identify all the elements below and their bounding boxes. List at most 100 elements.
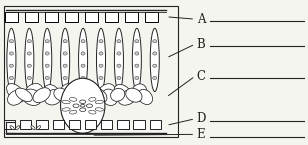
Ellipse shape (80, 85, 97, 101)
Ellipse shape (153, 40, 157, 43)
Bar (85, 120, 96, 129)
Ellipse shape (114, 28, 124, 92)
Ellipse shape (15, 126, 20, 130)
Ellipse shape (62, 100, 70, 104)
Bar (4, 6, 178, 136)
Ellipse shape (45, 76, 49, 80)
Text: D: D (197, 112, 206, 125)
Bar (45, 12, 58, 22)
Ellipse shape (80, 108, 86, 112)
Bar (69, 120, 80, 129)
Text: C: C (197, 70, 206, 83)
Ellipse shape (63, 76, 67, 80)
Ellipse shape (117, 40, 121, 43)
Ellipse shape (81, 52, 85, 55)
Ellipse shape (99, 64, 103, 67)
Ellipse shape (62, 108, 70, 111)
Text: E: E (197, 128, 205, 141)
Ellipse shape (73, 104, 79, 108)
Bar (105, 12, 118, 22)
Ellipse shape (95, 108, 103, 111)
Ellipse shape (8, 90, 24, 105)
Ellipse shape (9, 76, 14, 80)
Ellipse shape (102, 89, 118, 106)
Ellipse shape (43, 28, 52, 92)
Ellipse shape (79, 28, 87, 92)
Bar (20, 120, 31, 129)
Ellipse shape (81, 90, 100, 104)
Ellipse shape (132, 28, 141, 92)
Ellipse shape (99, 76, 103, 80)
Bar (36, 120, 48, 129)
Ellipse shape (80, 100, 86, 104)
Ellipse shape (33, 88, 50, 103)
Ellipse shape (118, 90, 136, 105)
Ellipse shape (99, 52, 103, 55)
Ellipse shape (71, 88, 89, 102)
Ellipse shape (131, 84, 147, 102)
Ellipse shape (36, 126, 41, 130)
Bar (145, 12, 158, 22)
Bar (53, 120, 64, 129)
Bar (125, 12, 138, 22)
Ellipse shape (15, 88, 32, 102)
Ellipse shape (70, 97, 77, 101)
Text: B: B (197, 38, 205, 51)
Ellipse shape (117, 52, 121, 55)
Bar (4, 120, 15, 129)
Ellipse shape (10, 126, 14, 130)
Ellipse shape (96, 28, 106, 92)
Bar (101, 120, 112, 129)
Ellipse shape (135, 76, 139, 80)
Ellipse shape (117, 64, 121, 67)
Ellipse shape (9, 40, 14, 43)
Ellipse shape (27, 40, 31, 43)
Ellipse shape (150, 28, 159, 92)
Ellipse shape (60, 83, 79, 101)
Ellipse shape (45, 40, 49, 43)
Ellipse shape (111, 88, 125, 101)
Ellipse shape (9, 52, 14, 55)
Ellipse shape (89, 110, 96, 114)
Ellipse shape (45, 52, 49, 55)
Ellipse shape (81, 64, 85, 67)
Ellipse shape (45, 64, 49, 67)
Ellipse shape (54, 88, 68, 101)
Ellipse shape (70, 110, 77, 114)
Ellipse shape (138, 89, 152, 105)
Bar (85, 12, 98, 22)
Ellipse shape (63, 64, 67, 67)
Ellipse shape (80, 104, 85, 107)
Ellipse shape (22, 89, 42, 105)
Ellipse shape (31, 126, 35, 130)
Ellipse shape (27, 52, 31, 55)
Text: A: A (197, 13, 205, 26)
Ellipse shape (61, 78, 105, 133)
Ellipse shape (81, 40, 85, 43)
Ellipse shape (7, 28, 16, 92)
Bar (25, 12, 38, 22)
Ellipse shape (89, 97, 96, 101)
Ellipse shape (9, 64, 14, 67)
Ellipse shape (61, 28, 70, 92)
Bar (133, 120, 145, 129)
Ellipse shape (25, 84, 43, 100)
Ellipse shape (27, 64, 31, 67)
Ellipse shape (86, 104, 92, 108)
Ellipse shape (27, 76, 31, 80)
Ellipse shape (25, 28, 34, 92)
Ellipse shape (6, 84, 25, 102)
Ellipse shape (64, 89, 81, 106)
Ellipse shape (135, 64, 139, 67)
Ellipse shape (95, 100, 103, 104)
Ellipse shape (63, 40, 67, 43)
Ellipse shape (43, 85, 59, 102)
Ellipse shape (126, 88, 142, 102)
Ellipse shape (153, 52, 157, 55)
Ellipse shape (97, 84, 116, 102)
Ellipse shape (44, 90, 62, 105)
Ellipse shape (114, 85, 131, 99)
Ellipse shape (117, 76, 121, 80)
Bar (117, 120, 128, 129)
Bar (150, 120, 161, 129)
